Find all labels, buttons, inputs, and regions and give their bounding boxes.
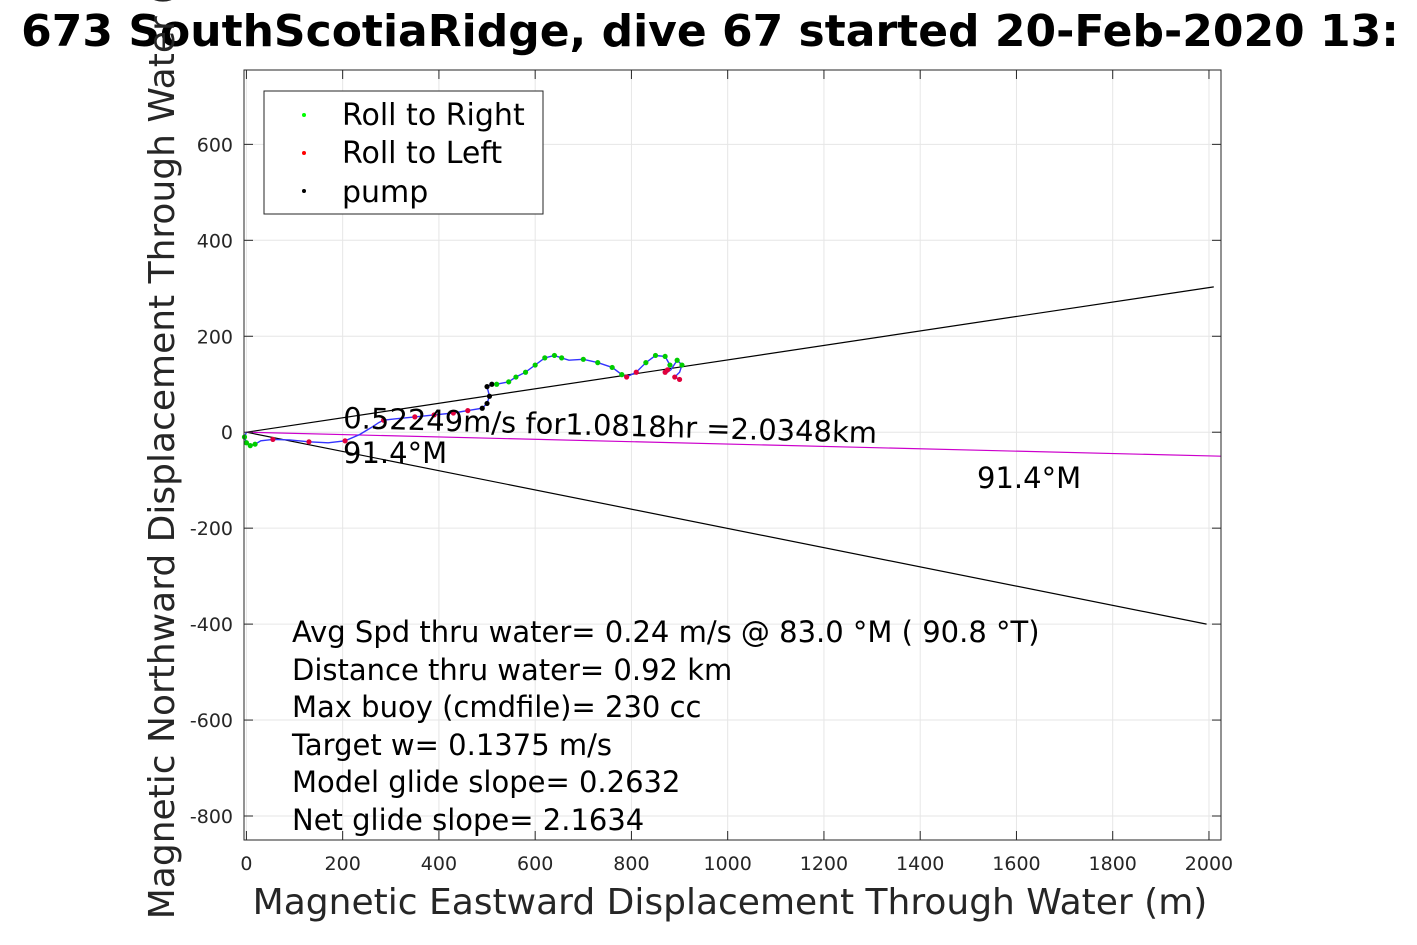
x-tick-label: 1200 xyxy=(800,853,848,875)
roll-right-point xyxy=(643,360,649,366)
roll-right-point xyxy=(679,362,685,368)
y-tick-label: 600 xyxy=(197,134,233,156)
x-tick-label: 800 xyxy=(613,853,649,875)
roll-right-point xyxy=(559,355,565,361)
heading-annotation: 91.4°M xyxy=(977,461,1081,495)
x-tick-label: 1400 xyxy=(896,853,944,875)
stats-block: Avg Spd thru water= 0.24 m/s @ 83.0 °M (… xyxy=(291,615,1040,837)
roll-left-point xyxy=(342,438,348,444)
stats-line: Max buoy (cmdfile)= 230 cc xyxy=(292,690,701,724)
roll-left-point xyxy=(672,374,678,380)
roll-left-point xyxy=(676,376,683,383)
x-tick-label: 2000 xyxy=(1185,853,1233,875)
y-axis-label: Magnetic Northward Displacement Through … xyxy=(142,0,183,919)
x-ticks: 0 200 400 600 800 1000 1200 1400 1600 1800 2000 xyxy=(240,70,1233,875)
stats-line: Net glide slope= 2.1634 xyxy=(292,803,644,837)
legend-marker-pump xyxy=(302,189,306,193)
roll-right-point xyxy=(506,379,512,385)
points xyxy=(241,352,685,449)
roll-right-point xyxy=(247,443,253,449)
reference-line xyxy=(246,431,1222,457)
y-tick-label: -600 xyxy=(190,710,233,732)
roll-left-point xyxy=(633,369,639,375)
y-tick-label: -400 xyxy=(190,614,233,636)
pump-point xyxy=(486,393,493,399)
reference-line xyxy=(246,431,1207,625)
y-tick-label: -800 xyxy=(190,806,233,828)
x-tick-label: 0 xyxy=(240,853,252,875)
legend-label-pump: pump xyxy=(342,175,428,210)
roll-right-point xyxy=(595,360,601,366)
x-axis-label: Magnetic Eastward Displacement Through W… xyxy=(253,882,1208,923)
y-ticks: 600 400 200 0 -200 -400 -600 -800 xyxy=(190,134,1221,828)
roll-left-point xyxy=(380,417,387,423)
y-tick-label: 0 xyxy=(221,422,233,444)
roll-right-point xyxy=(551,352,558,359)
roll-left-point xyxy=(270,436,276,443)
roll-right-point xyxy=(667,362,673,368)
pump-point xyxy=(484,384,490,390)
stats-line: Avg Spd thru water= 0.24 m/s @ 83.0 °M (… xyxy=(292,615,1040,649)
roll-left-point xyxy=(465,408,471,414)
roll-right-point xyxy=(662,353,668,360)
x-tick-label: 600 xyxy=(517,853,553,875)
y-tick-label: 400 xyxy=(197,230,233,252)
roll-right-point xyxy=(494,381,500,387)
roll-right-point xyxy=(243,440,250,446)
roll-left-point xyxy=(664,367,671,373)
roll-right-point xyxy=(532,362,538,368)
roll-right-point xyxy=(652,352,659,359)
x-tick-label: 1800 xyxy=(1089,853,1137,875)
chart-title: 673 SouthScotiaRidge, dive 67 started 20… xyxy=(21,6,1399,57)
x-tick-label: 200 xyxy=(325,853,361,875)
legend-marker-roll-left xyxy=(302,151,306,155)
roll-right-point xyxy=(542,355,548,361)
roll-left-point xyxy=(450,410,456,416)
x-tick-label: 400 xyxy=(421,853,457,875)
roll-right-point xyxy=(513,374,519,380)
roll-left-point xyxy=(412,414,418,420)
pump-point xyxy=(484,400,490,407)
legend: Roll to Right Roll to Left pump xyxy=(263,90,544,215)
stats-line: Target w= 0.1375 m/s xyxy=(291,728,612,762)
roll-right-point xyxy=(522,369,529,375)
reference-lines xyxy=(246,286,1222,625)
roll-right-point xyxy=(609,364,615,371)
reference-line xyxy=(246,286,1214,433)
roll-right-point xyxy=(619,372,625,378)
legend-box xyxy=(263,90,544,215)
stats-line: Distance thru water= 0.92 km xyxy=(292,653,732,687)
pump-point xyxy=(479,405,485,411)
legend-label-roll-left: Roll to Left xyxy=(342,136,502,171)
roll-left-point xyxy=(431,412,437,418)
stats-line: Model glide slope= 0.2632 xyxy=(292,765,680,799)
roll-left-point xyxy=(624,374,630,380)
roll-right-point xyxy=(252,441,258,447)
roll-left-point xyxy=(306,439,312,445)
x-tick-label: 1000 xyxy=(704,853,752,875)
roll-right-point xyxy=(674,357,680,363)
y-tick-label: 200 xyxy=(197,326,233,348)
legend-label-roll-right: Roll to Right xyxy=(342,98,525,133)
legend-marker-roll-right xyxy=(302,113,306,117)
x-tick-label: 1600 xyxy=(992,853,1040,875)
roll-right-point xyxy=(580,356,586,362)
axes-frame xyxy=(243,69,1222,841)
pump-point xyxy=(489,381,495,387)
y-tick-label: -200 xyxy=(190,518,233,540)
speed-heading-annotation: 91.4°M xyxy=(343,436,447,470)
